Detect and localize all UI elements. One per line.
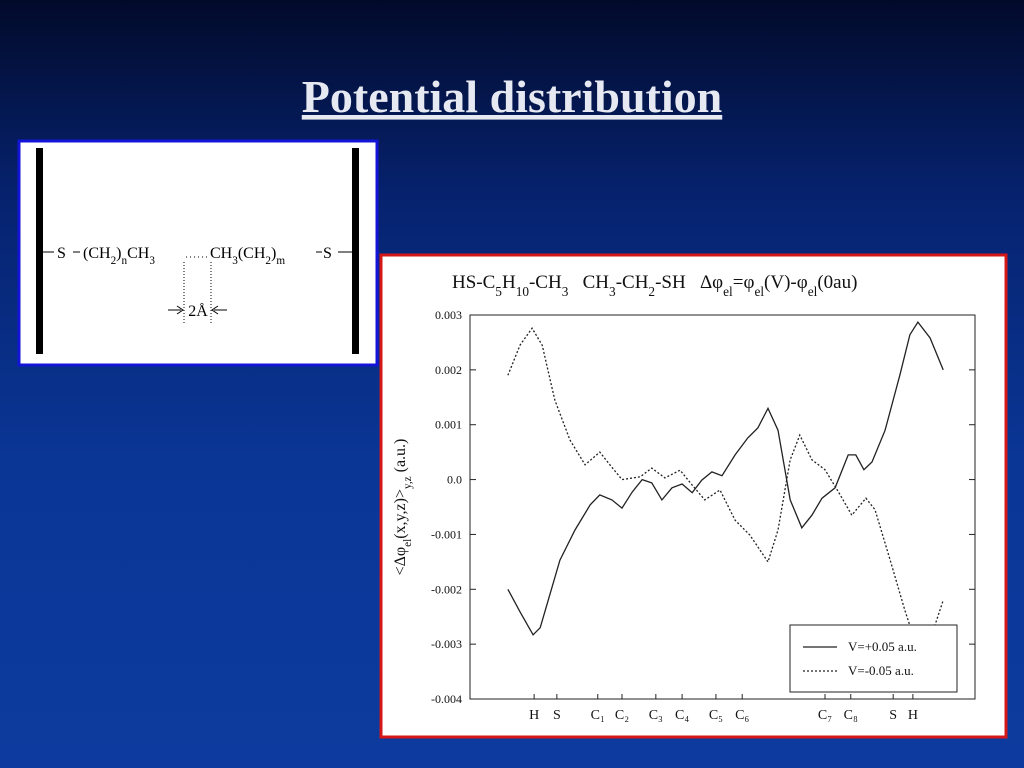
x-tick-label: C₅ (709, 708, 723, 723)
text-part: (CH (238, 245, 266, 262)
y-tick-label: 0.0 (447, 473, 462, 487)
plot-frame (469, 314, 976, 700)
subscript: 2 (265, 255, 271, 267)
subscript: m (276, 255, 285, 267)
subscript: 10 (516, 284, 530, 299)
subscript: n (121, 255, 127, 267)
legend-label: V=-0.05 a.u. (848, 663, 914, 678)
text-part: CH (568, 272, 609, 293)
y-tick-label: -0.003 (431, 637, 462, 651)
x-tick-label: C₆ (735, 708, 749, 723)
subscript: el (754, 284, 764, 299)
subscript: el (808, 284, 818, 299)
text-part: (0au) (817, 272, 857, 293)
electrode-right (352, 148, 359, 354)
x-tick-label: C₂ (615, 708, 629, 723)
subscript: 3 (149, 255, 155, 267)
text-part: (CH (83, 245, 111, 262)
text-part: CH (127, 245, 150, 262)
x-tick-label: C₇ (818, 708, 832, 723)
distance-label: 2Å (188, 302, 208, 320)
x-tick-label: H (908, 708, 918, 723)
sulfur-left: S (57, 245, 66, 262)
electrode-left (36, 148, 43, 354)
diagram-panel (17, 139, 379, 367)
legend-label: V=+0.05 a.u. (848, 639, 917, 654)
text-part: (V)-φ (764, 272, 808, 293)
legend-box (789, 624, 958, 693)
x-tick-label: C₈ (844, 708, 858, 723)
subscript: 2 (648, 284, 655, 299)
text-part: =φ (733, 272, 755, 293)
text-part: ) (116, 245, 121, 262)
text-part: H (502, 272, 516, 293)
subscript: 3 (609, 284, 616, 299)
y-tick-label: -0.004 (431, 692, 462, 706)
chart-title: HS-C5H10-CH3 CH3-CH2-SH Δφel=φel(V)-φel(… (452, 272, 857, 299)
x-tick-label: S (553, 708, 561, 723)
text-part: (a.u.) (392, 439, 409, 477)
text-part: -CH (529, 272, 562, 293)
y-tick-label: -0.002 (431, 582, 462, 596)
subscript: 3 (562, 284, 569, 299)
y-tick-label: -0.001 (431, 527, 462, 541)
x-tick-label: C₃ (649, 708, 663, 723)
text-part: -CH (616, 272, 649, 293)
chain-left: (CH2)nCH3 (83, 245, 155, 267)
y-tick-label: 0.003 (435, 308, 462, 322)
series-line (507, 320, 944, 636)
slide-title: Potential distribution (302, 71, 722, 122)
subscript: 2 (111, 255, 117, 267)
text-part: CH (210, 245, 233, 262)
text-part: (x,y,z)> (392, 489, 409, 539)
x-tick-label: C₁ (591, 708, 605, 723)
y-tick-label: 0.001 (435, 418, 462, 432)
y-tick-label: 0.002 (435, 363, 462, 377)
y-axis-label: <Δφel(x,y,z)>y,z (a.u.) (392, 439, 414, 576)
text-part: <Δφ (392, 547, 409, 576)
legend: V=+0.05 a.u. V=-0.05 a.u. (789, 624, 958, 693)
text-part: ) (271, 245, 276, 262)
diagram: S (CH2)nCH3 CH3(CH2)m S 2Å (17, 139, 379, 367)
x-tick-label: C₄ (675, 708, 689, 723)
text-part: HS-C (452, 272, 495, 293)
subscript: el (402, 539, 414, 547)
x-tick-label: S (889, 708, 897, 723)
text-part: -SH Δφ (655, 272, 723, 293)
subscript: 5 (495, 284, 502, 299)
subscript: y,z (402, 476, 414, 489)
distance-arrows (168, 305, 227, 315)
plot: 0.003 0.002 0.001 0.0 -0.001 -0.002 -0.003 -0.0… (431, 308, 976, 723)
x-tick-label: H (529, 708, 539, 723)
sulfur-right: S (323, 245, 332, 262)
subscript: el (723, 284, 733, 299)
subscript: 3 (232, 255, 238, 267)
chain-right: CH3(CH2)m (210, 245, 285, 267)
